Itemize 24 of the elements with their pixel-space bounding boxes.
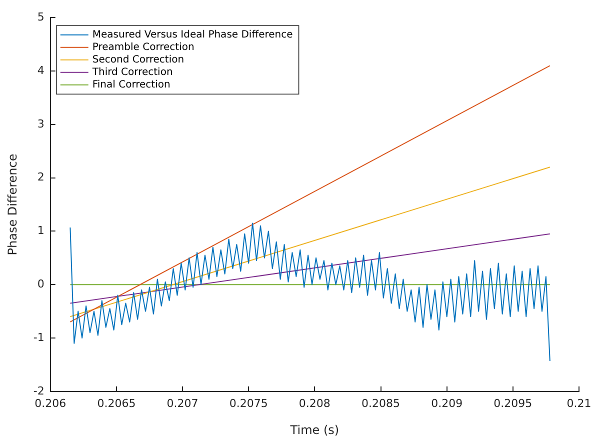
y-tick-label: 1 <box>37 224 44 238</box>
y-tick-label: 5 <box>37 10 44 24</box>
x-tick-label: 0.2095 <box>494 396 532 410</box>
x-tick-label: 0.209 <box>431 396 463 410</box>
y-tick-label: -2 <box>33 384 44 398</box>
legend-label: Final Correction <box>92 79 170 90</box>
x-tick-label: 0.2065 <box>97 396 136 410</box>
legend-label: Second Correction <box>92 54 184 66</box>
y-tick-label: 2 <box>37 170 44 184</box>
y-tick-label: 4 <box>37 64 44 77</box>
x-tick-label: 0.208 <box>298 396 330 410</box>
y-tick-label: -1 <box>33 330 44 344</box>
legend-label: Third Correction <box>91 66 173 78</box>
legend-label: Measured Versus Ideal Phase Difference <box>92 29 293 40</box>
x-tick-label: 0.21 <box>566 396 592 410</box>
x-tick-label: 0.2075 <box>229 396 268 410</box>
legend-label: Preamble Correction <box>92 42 194 53</box>
x-tick-label: 0.207 <box>166 396 198 410</box>
y-tick-label: 3 <box>37 117 44 130</box>
x-axis-title: Time (s) <box>289 422 340 437</box>
y-tick-label: 0 <box>37 277 44 290</box>
x-tick-label: 0.2085 <box>362 396 400 410</box>
x-tick-label: 0.206 <box>34 396 66 410</box>
y-axis-title: Phase Difference <box>5 154 20 256</box>
